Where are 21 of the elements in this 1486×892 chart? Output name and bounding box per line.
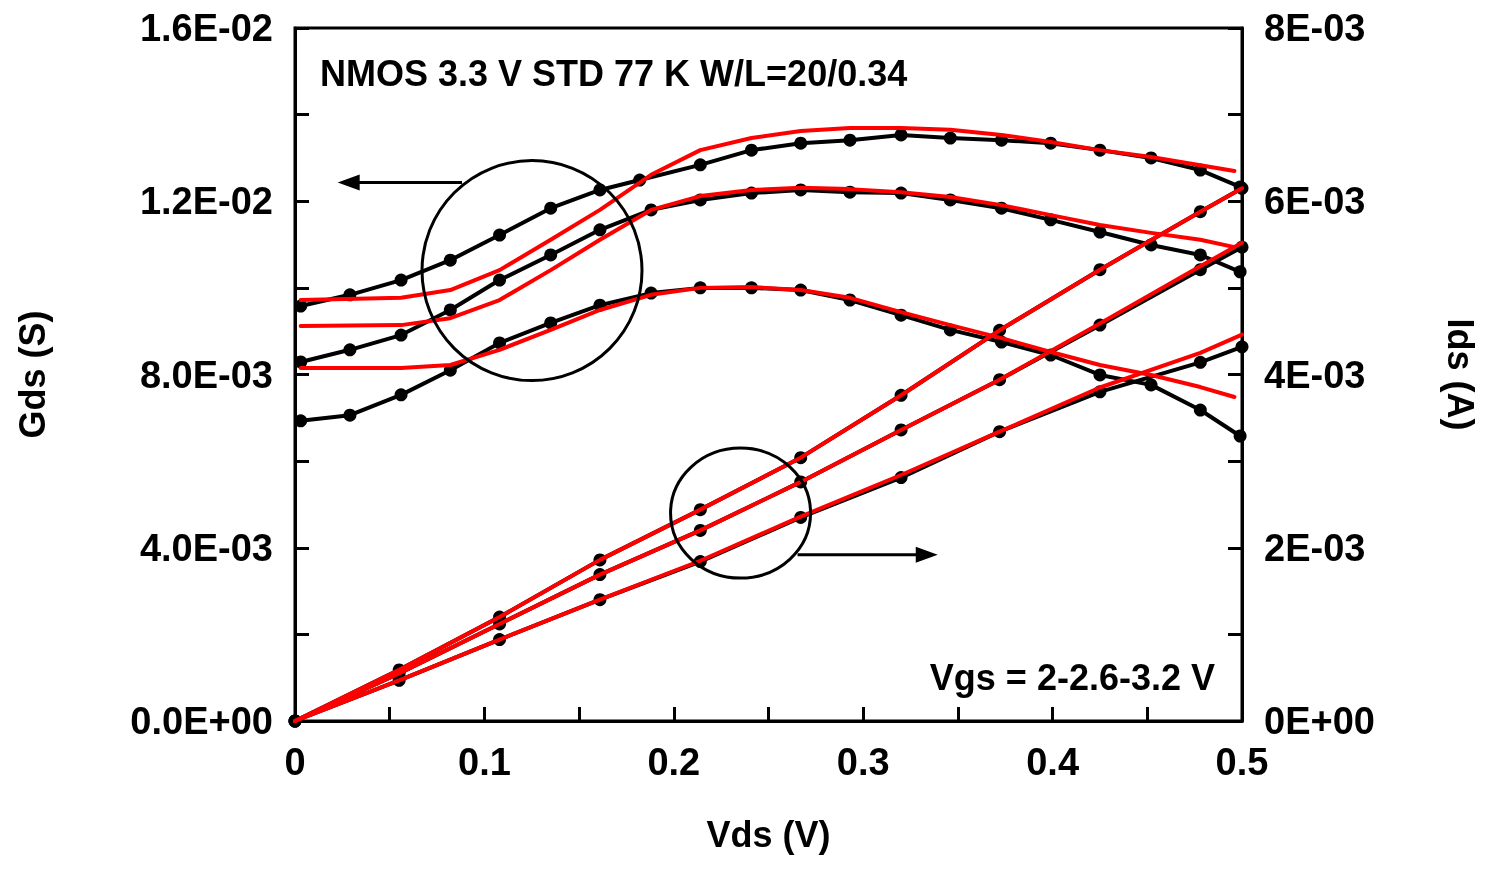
y2-tick-label: 4E-03 xyxy=(1264,353,1366,396)
y-tick-label: 1.6E-02 xyxy=(139,7,273,49)
y2-tick-label: 0E+00 xyxy=(1264,700,1375,742)
y2-tick-label: 2E-03 xyxy=(1264,526,1366,569)
annotation: Vgs = 2-2.6-3.2 V xyxy=(929,656,1215,698)
x-tick-label: 0.1 xyxy=(457,741,511,783)
y-tick-label: 1.2E-02 xyxy=(139,180,273,223)
y2-axis-title: Ids (A) xyxy=(1439,318,1481,431)
y-axis-title: Gds (S) xyxy=(11,310,53,439)
x-tick-label: 0.3 xyxy=(836,741,890,783)
y2-tick-label: 8E-03 xyxy=(1264,7,1366,49)
y-tick-label: 4.0E-03 xyxy=(139,526,273,569)
x-axis-title: Vds (V) xyxy=(706,813,831,855)
x-tick-label: 0.5 xyxy=(1215,741,1269,783)
x-tick-label: 0.4 xyxy=(1026,741,1080,783)
y-tick-label: 0.0E+00 xyxy=(130,700,273,742)
x-tick-label: 0.2 xyxy=(647,741,701,783)
y-tick-label: 8.0E-03 xyxy=(139,353,273,396)
y2-tick-label: 6E-03 xyxy=(1264,180,1366,223)
text: NMOS 3.3 V STD 77 K W/L=20/0.34 xyxy=(320,52,908,94)
x-tick-label: 0 xyxy=(284,741,306,783)
